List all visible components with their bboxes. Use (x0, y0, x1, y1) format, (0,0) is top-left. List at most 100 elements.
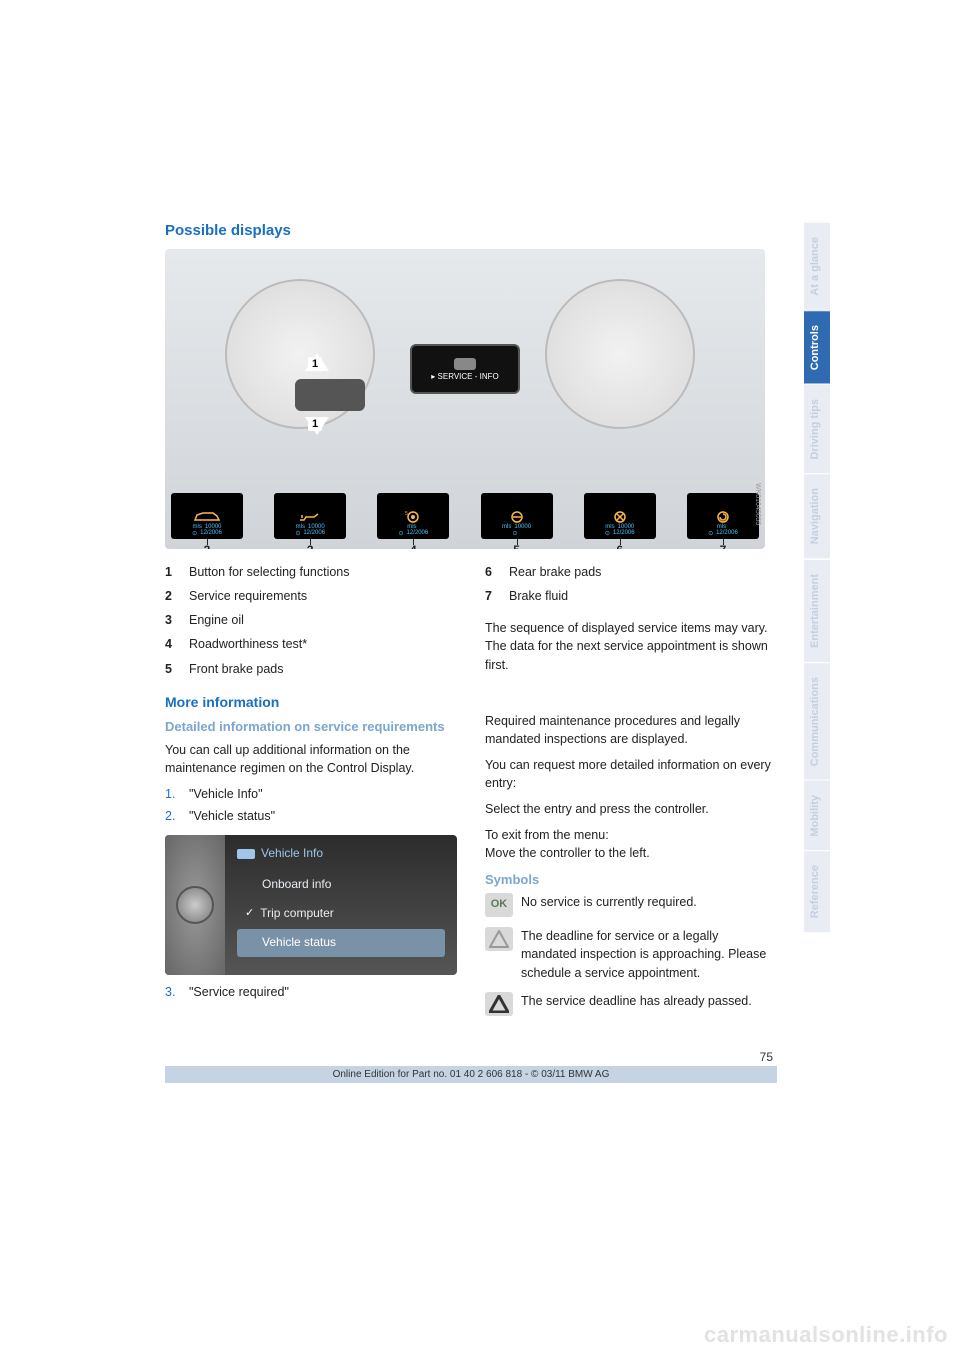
detailed-heading: Detailed information on service requirem… (165, 718, 457, 737)
control-stalk-illustration: 1 1 (295, 359, 385, 429)
request-info-paragraph: You can request more detailed informatio… (485, 756, 777, 792)
triangle-outline-icon (485, 927, 513, 951)
step-text: "Service required" (189, 983, 289, 1001)
manual-page: Possible displays ▸ SERVICE - INFO 1 1 m… (165, 222, 777, 1083)
step-item: 2. "Vehicle status" (165, 807, 457, 825)
service-info-label: ▸ SERVICE - INFO (431, 372, 498, 381)
check-icon: ✓ (245, 906, 254, 922)
svg-text:5: 5 (405, 511, 408, 517)
symbol-text: No service is currently required. (521, 893, 777, 911)
service-thumb-2: mls10000⊙12/20062 (171, 493, 243, 539)
car-icon (454, 358, 476, 370)
callout-text: Service requirements (189, 587, 307, 605)
callout-item: 3 Engine oil (165, 611, 457, 629)
step-number: 1. (165, 785, 181, 803)
callout-number: 2 (165, 587, 179, 605)
callout-item: 4Roadworthiness test* (165, 635, 457, 653)
section-title: Possible displays (165, 222, 777, 239)
callout-item: 1 Button for selecting functions (165, 563, 457, 581)
select-entry-paragraph: Select the entry and press the controlle… (485, 800, 777, 818)
section-tab[interactable]: Driving tips (804, 384, 830, 474)
symbol-item: The service deadline has already passed. (485, 992, 777, 1016)
sequence-paragraph: The sequence of displayed service items … (485, 619, 777, 673)
exit-menu-line2: Move the controller to the left. (485, 846, 650, 860)
exit-menu-paragraph: To exit from the menu: Move the controll… (485, 826, 777, 862)
callout-number: 1 (165, 563, 179, 581)
section-tab[interactable]: Entertainment (804, 559, 830, 662)
symbol-item: The deadline for service or a legally ma… (485, 927, 777, 981)
callout-number: 3 (165, 611, 179, 629)
tachometer-illustration (545, 279, 695, 429)
right-column: 6 Rear brake pads 7 Brake fluid The sequenc… (485, 563, 777, 1026)
stalk-body (295, 379, 365, 411)
idrive-knob-illustration (165, 835, 225, 975)
idrive-menu-item: ✓ Trip computer (237, 900, 445, 927)
info-display-illustration: ▸ SERVICE - INFO (410, 344, 520, 394)
section-tabs: At a glanceControlsDriving tipsNavigatio… (804, 222, 830, 933)
step-number: 2. (165, 807, 181, 825)
watermark: carmanualsonline.info (704, 1322, 948, 1348)
left-column: 1 Button for selecting functions 2 Service … (165, 563, 457, 1026)
triangle-bold-icon (485, 992, 513, 1016)
symbols-list: OK No service is currently required. The d… (485, 893, 777, 1015)
callout-text: Brake fluid (509, 587, 568, 605)
more-information-heading: More information (165, 692, 457, 712)
idrive-menu-screenshot: Vehicle Info Onboard info ✓ Trip computer V… (165, 835, 457, 975)
idrive-menu-rows: Onboard info ✓ Trip computer Vehicle status (237, 871, 445, 957)
step-item: 1. "Vehicle Info" (165, 785, 457, 803)
service-thumb-5: mls10000⊙5 (481, 493, 553, 539)
callout-item: 2 Service requirements (165, 587, 457, 605)
symbol-text: The deadline for service or a legally ma… (521, 927, 777, 981)
symbol-text: The service deadline has already passed. (521, 992, 777, 1010)
section-tab[interactable]: Controls (804, 310, 830, 384)
steps-list-a: 1. "Vehicle Info" 2. "Vehicle status" (165, 785, 457, 825)
callout-list-right: 6 Rear brake pads 7 Brake fluid (485, 563, 777, 605)
callout-text: Button for selecting functions (189, 563, 350, 581)
section-tab[interactable]: Mobility (804, 780, 830, 851)
callout-text: Front brake pads (189, 660, 284, 678)
section-tab[interactable]: Communications (804, 662, 830, 780)
step-item: 3. "Service required" (165, 983, 457, 1001)
callout-text: Rear brake pads (509, 563, 601, 581)
service-thumb-7: mls⊙12/20067 (687, 493, 759, 539)
service-thumb-4: 5mls⊙12/20064 (377, 493, 449, 539)
detailed-paragraph: You can call up additional information o… (165, 741, 457, 777)
service-thumb-3: mls10000⊙12/20063 (274, 493, 346, 539)
section-tab[interactable]: At a glance (804, 222, 830, 310)
exit-menu-line1: To exit from the menu: (485, 828, 609, 842)
callout-text: Engine oil (189, 611, 244, 629)
page-number: 75 (165, 1050, 777, 1064)
service-thumbnails: mls10000⊙12/20062mls10000⊙12/200635mls⊙1… (171, 493, 759, 539)
callout-1-top: 1 (308, 357, 322, 371)
idrive-menu-panel: Vehicle Info Onboard info ✓ Trip computer V… (225, 835, 457, 975)
idrive-menu-item-label: Vehicle status (262, 934, 336, 951)
controller-knob-icon (176, 886, 214, 924)
callout-item: 6 Rear brake pads (485, 563, 777, 581)
idrive-menu-item: Onboard info (237, 871, 445, 898)
step-text: "Vehicle status" (189, 807, 275, 825)
callout-item: 7 Brake fluid (485, 587, 777, 605)
maintenance-paragraph: Required maintenance procedures and lega… (485, 712, 777, 748)
idrive-menu-item-label: Onboard info (262, 876, 331, 893)
callout-number: 7 (485, 587, 499, 605)
symbols-heading: Symbols (485, 871, 777, 890)
content-columns: 1 Button for selecting functions 2 Service … (165, 563, 777, 1026)
callout-item: 5Front brake pads (165, 660, 457, 678)
callout-number: 6 (485, 563, 499, 581)
service-thumb-6: mls10000⊙12/20066 (584, 493, 656, 539)
footer-bar: Online Edition for Part no. 01 40 2 606 … (165, 1066, 777, 1083)
section-tab[interactable]: Navigation (804, 473, 830, 558)
dashboard-illustration: ▸ SERVICE - INFO 1 1 mls10000⊙12/20062 ml… (165, 249, 765, 549)
step-number: 3. (165, 983, 181, 1001)
ok-icon: OK (485, 893, 513, 917)
step-text: "Vehicle Info" (189, 785, 263, 803)
callout-text: Roadworthiness test* (189, 635, 307, 653)
callout-1-bottom: 1 (308, 417, 322, 431)
symbol-item: OK No service is currently required. (485, 893, 777, 917)
idrive-menu-item: Vehicle status (237, 929, 445, 956)
section-tab[interactable]: Reference (804, 850, 830, 932)
idrive-menu-title-text: Vehicle Info (261, 845, 323, 862)
idrive-menu-title: Vehicle Info (237, 845, 445, 862)
idrive-menu-item-label: Trip computer (260, 905, 334, 922)
image-code: WK01045055 (754, 483, 761, 525)
